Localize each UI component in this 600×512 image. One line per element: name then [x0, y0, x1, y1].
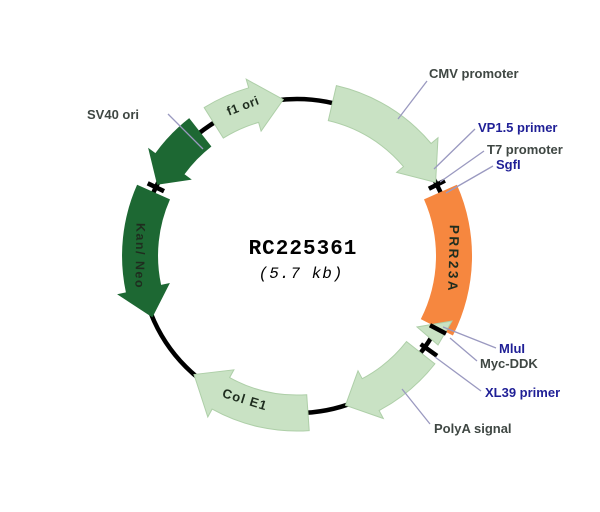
- kan-neo-arrow: [117, 184, 170, 318]
- xl39-primer-leader-line: [434, 356, 482, 392]
- sgfi-leader-line: [445, 165, 494, 194]
- myc-ddk-leader-line: [449, 337, 478, 362]
- mlui-site-tick: [428, 323, 448, 336]
- f1-ori-arrow: [203, 78, 285, 139]
- xl39-primer-label: XL39 primer: [485, 385, 560, 400]
- vp15-primer-leader-line: [433, 128, 476, 170]
- mlui-leader-line: [442, 326, 497, 349]
- cmv-promoter-arrow: [327, 85, 439, 184]
- polya-signal-leader-line: [401, 388, 431, 425]
- polya-signal-label: PolyA signal: [434, 421, 512, 436]
- xl39-site-tick: [419, 342, 439, 358]
- sv40-ori-arrow: [148, 118, 212, 185]
- col-e1-arrow: [193, 369, 310, 432]
- sv40-ori-leader-line: [167, 113, 204, 150]
- plasmid-size: (5.7 kb): [259, 265, 344, 283]
- myc-ddk-tag-arrow: [415, 320, 453, 346]
- t7-sgfi-site-tick: [427, 178, 446, 191]
- mlui-label: MluI: [499, 341, 525, 356]
- t7-promoter-leader-line: [439, 150, 485, 183]
- sv40-ori-label: SV40 ori: [87, 107, 139, 122]
- cmv-promoter-leader-line: [397, 80, 428, 120]
- myc-ddk-label: Myc-DDK: [480, 356, 538, 371]
- sgfi-label: SgfI: [496, 157, 521, 172]
- prr23a-orf-band: [420, 184, 473, 336]
- prr23a-arc-label: PRR23A: [445, 225, 462, 294]
- vp15-primer-label: VP1.5 primer: [478, 120, 558, 135]
- plasmid-name: RC225361: [249, 238, 358, 261]
- sv40-kan-junction-tick: [146, 181, 165, 194]
- cmv-promoter-label: CMV promoter: [429, 66, 519, 81]
- polya-region-arrow: [344, 340, 436, 420]
- kan-neo-arc-label: Kan/ Neo: [132, 223, 147, 289]
- t7-promoter-label: T7 promoter: [487, 142, 563, 157]
